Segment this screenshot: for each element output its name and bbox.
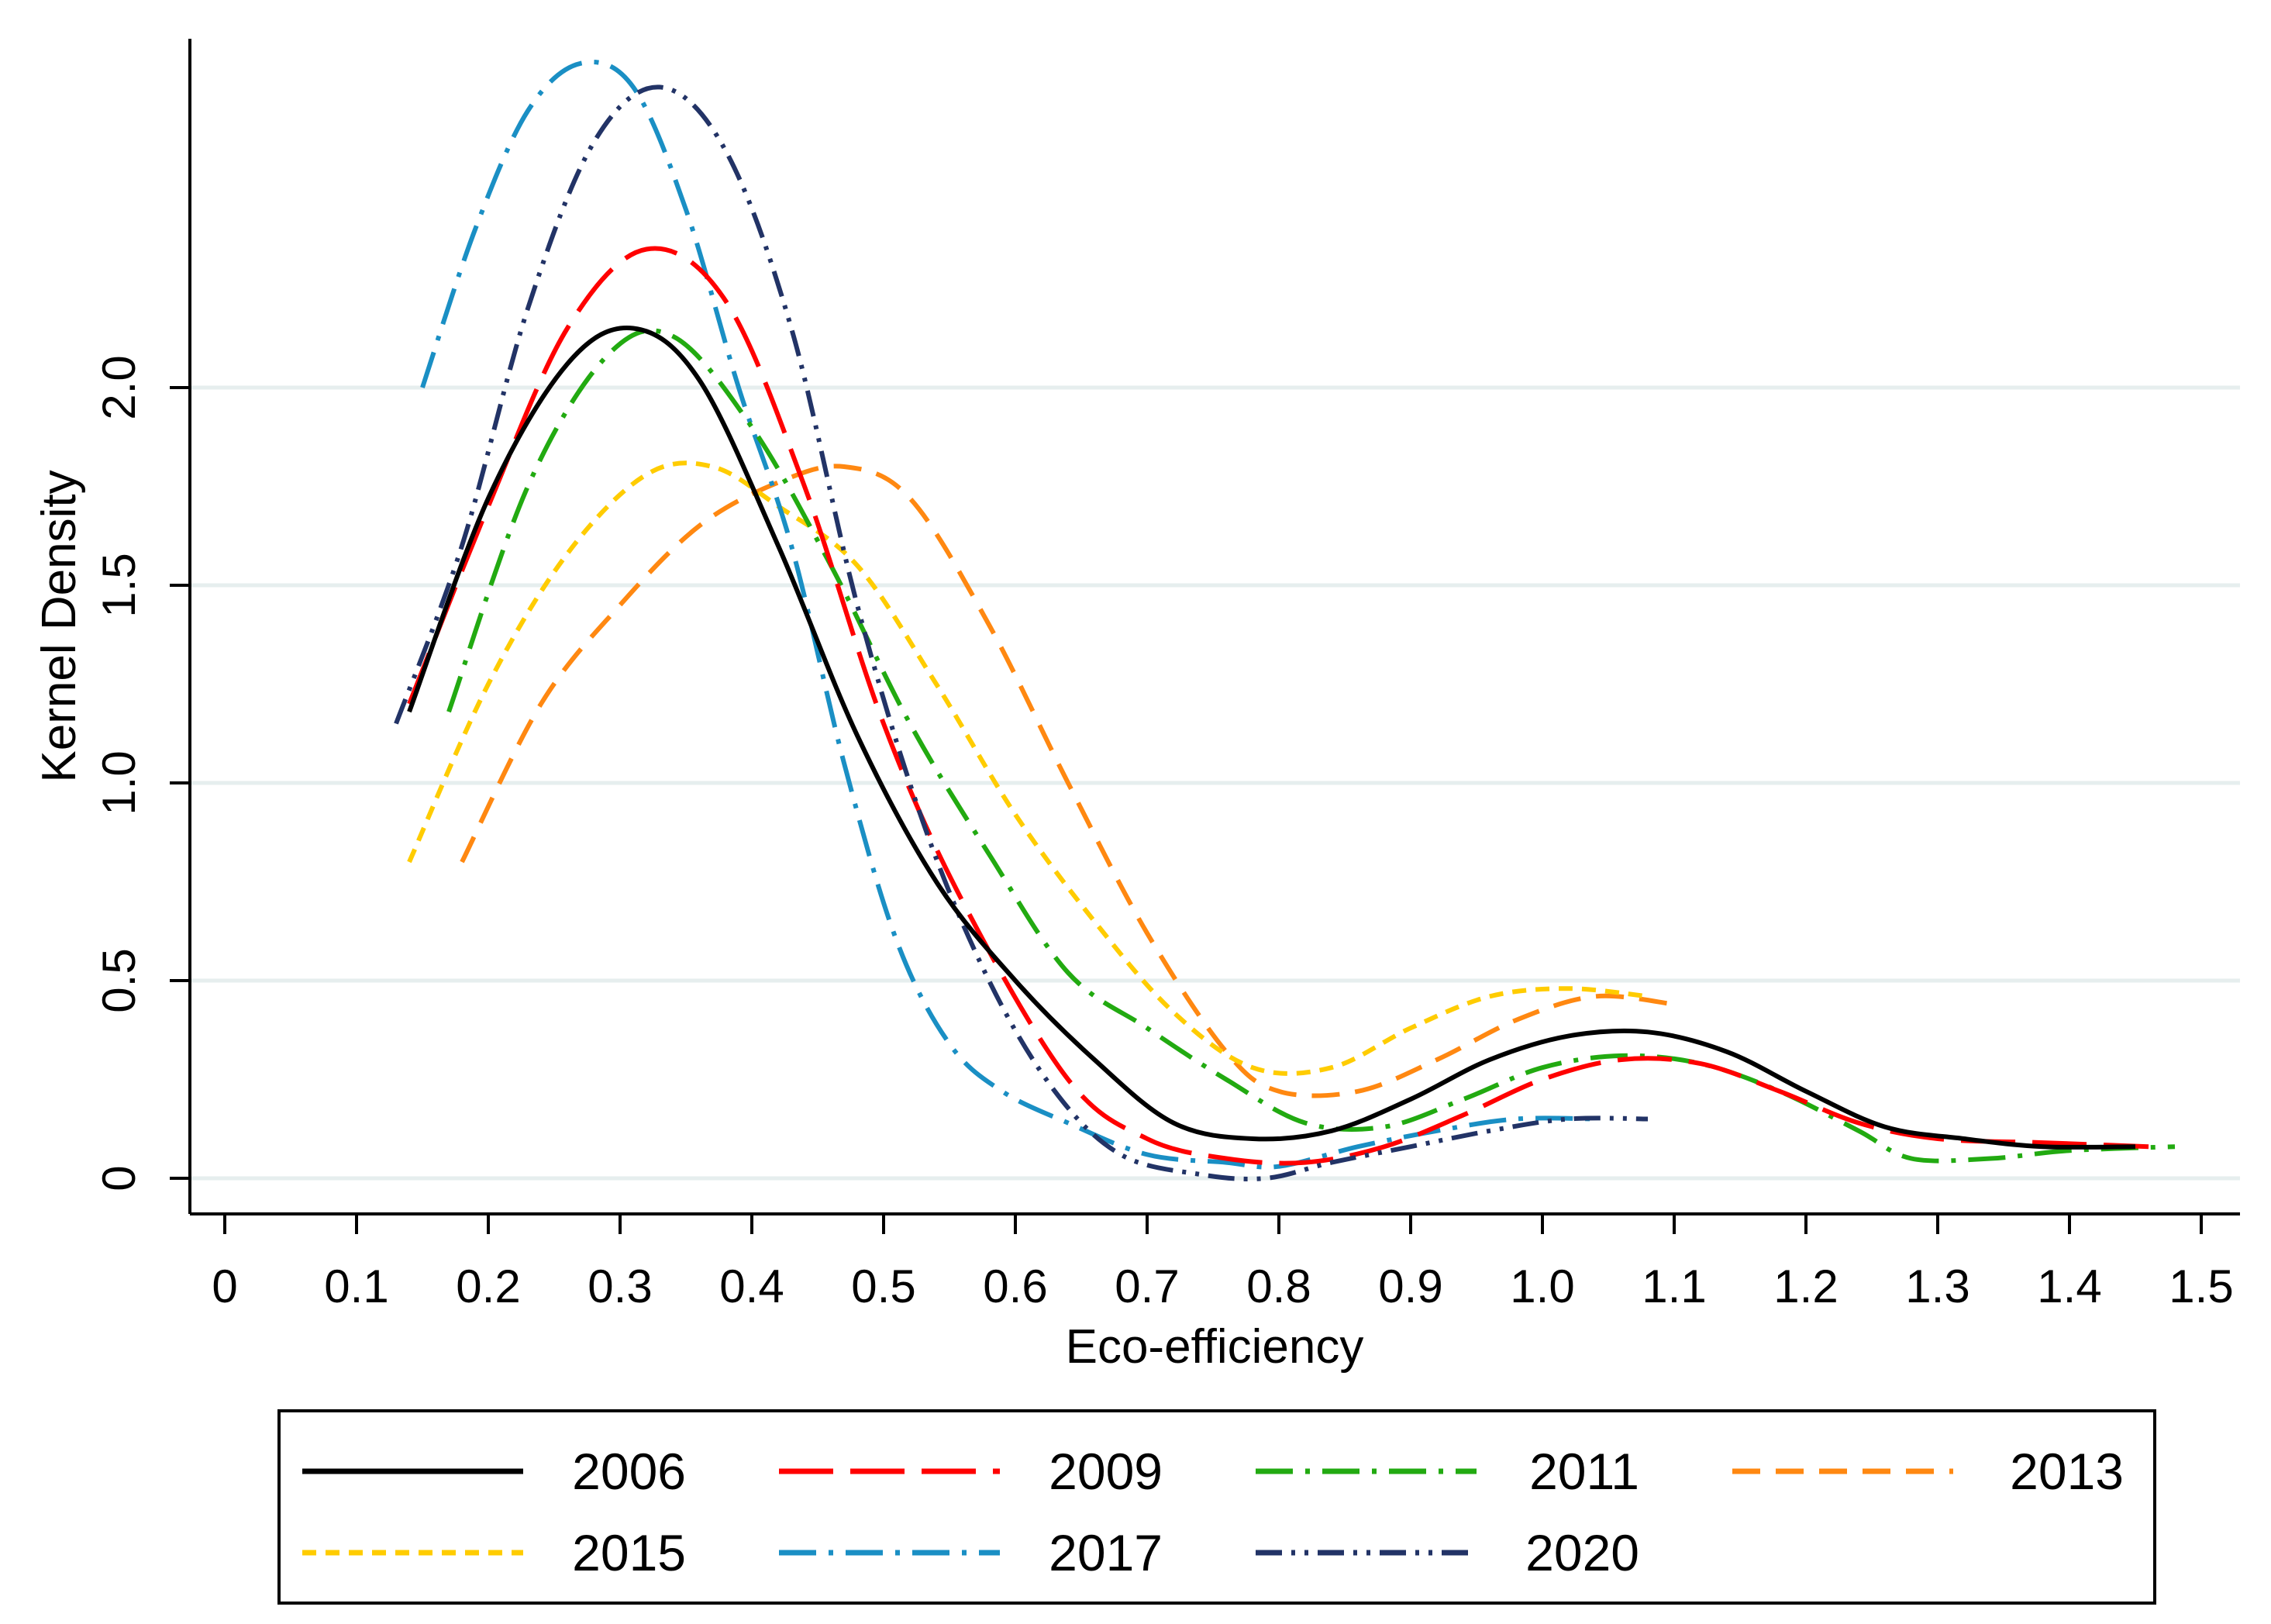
y-tick-label-1: 0.5 <box>93 948 145 1012</box>
ticks: 0 0.1 0.2 0.3 0.4 0.5 0.6 0.7 0.8 0.9 1.0 1.1 1.2 1.3… <box>93 355 2234 1312</box>
legend-label-2020: 2020 <box>1525 1524 1639 1581</box>
x-tick-label-5: 0.5 <box>851 1260 915 1312</box>
axes <box>188 39 2240 1215</box>
legend-label-2017: 2017 <box>1049 1524 1163 1581</box>
x-tick-label-8: 0.8 <box>1246 1260 1311 1312</box>
x-tick-label-14: 1.4 <box>2037 1260 2101 1312</box>
legend-label-2011: 2011 <box>1529 1443 1639 1500</box>
series-line-2009 <box>407 246 2149 1166</box>
x-tick-label-13: 1.3 <box>1905 1260 1969 1312</box>
x-tick-label-11: 1.1 <box>1642 1260 1706 1312</box>
x-tick-label-2: 0.2 <box>456 1260 520 1312</box>
series-line-2011 <box>446 328 2176 1164</box>
x-tick-label-1: 0.1 <box>324 1260 388 1312</box>
gridlines <box>191 385 2240 1181</box>
x-tick-label-4: 0.4 <box>719 1260 784 1312</box>
series-line-2015 <box>407 460 1649 1076</box>
legend-label-2013: 2013 <box>2010 1443 2124 1500</box>
y-tick-label-0: 0 <box>93 1165 145 1191</box>
x-tick-label-7: 0.7 <box>1115 1260 1179 1312</box>
legend-box <box>277 1409 2156 1605</box>
y-tick-label-2: 1.0 <box>93 750 145 815</box>
x-tick-label-15: 1.5 <box>2169 1260 2233 1312</box>
series-line-2020 <box>394 84 1649 1181</box>
series-line-2013 <box>460 464 1675 1098</box>
x-axis-title: Eco-efficiency <box>1066 1320 1364 1374</box>
x-tick-label-6: 0.6 <box>983 1260 1047 1312</box>
x-tick-label-3: 0.3 <box>588 1260 652 1312</box>
series-line-2017 <box>420 60 1596 1170</box>
y-axis-title: Kernel Density <box>33 470 86 782</box>
legend-label-2009: 2009 <box>1049 1443 1163 1500</box>
x-tick-label-9: 0.9 <box>1378 1260 1442 1312</box>
series-lines <box>394 60 2176 1181</box>
legend-label-2006: 2006 <box>572 1443 686 1500</box>
y-tick-label-4: 2.0 <box>93 355 145 419</box>
series-line-2006 <box>407 325 2136 1150</box>
legend: 2006 2009 2011 2013 2015 2017 2020 <box>277 1409 2156 1605</box>
y-tick-label-3: 1.5 <box>93 553 145 617</box>
x-tick-label-0: 0 <box>212 1260 237 1312</box>
x-tick-label-10: 1.0 <box>1510 1260 1574 1312</box>
x-tick-label-12: 1.2 <box>1773 1260 1838 1312</box>
legend-label-2015: 2015 <box>572 1524 686 1581</box>
